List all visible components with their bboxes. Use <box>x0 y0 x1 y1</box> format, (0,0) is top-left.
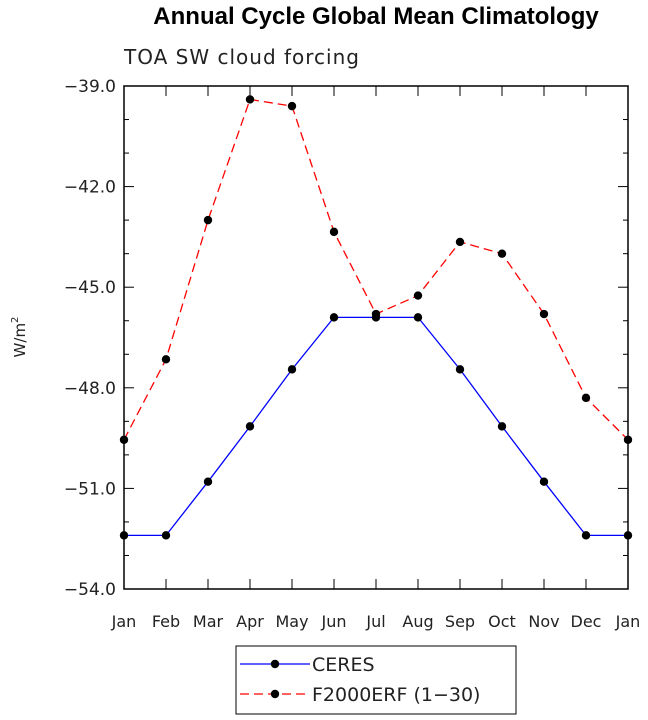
data-point-1 <box>497 249 507 258</box>
data-point-0 <box>245 422 255 431</box>
x-tick-label: Oct <box>488 612 516 631</box>
chart-subtitle: TOA SW cloud forcing <box>123 45 360 69</box>
y-tick-label: −54.0 <box>64 580 116 600</box>
x-tick-label: Dec <box>571 612 602 631</box>
y-axis-label-text: W/m <box>11 323 29 358</box>
x-tick-label: Mar <box>193 612 224 631</box>
data-point-0 <box>455 365 465 374</box>
data-point-1 <box>203 215 213 225</box>
series-line-1 <box>123 98 629 441</box>
legend-box <box>235 645 517 715</box>
data-point-0 <box>413 313 423 322</box>
data-point-1 <box>371 309 381 319</box>
legend-marker-0 <box>270 659 280 669</box>
data-point-1 <box>329 227 339 237</box>
x-tick-label: Feb <box>152 612 180 631</box>
legend-marker-1 <box>270 689 280 699</box>
data-point-0 <box>539 477 549 486</box>
data-point-1 <box>161 355 171 364</box>
svg-text:W/m2: W/m2 <box>10 317 29 358</box>
x-tick-label: Jan <box>615 612 641 631</box>
x-tick-label: Jun <box>321 612 347 631</box>
x-tick-label: Jul <box>365 612 385 631</box>
legend-label-1: F2000ERF (1−30) <box>312 684 480 706</box>
x-tick-label: Jan <box>111 612 137 631</box>
data-point-0 <box>329 313 339 322</box>
y-axis-label-superscript: 2 <box>10 317 21 323</box>
y-tick-label: −48.0 <box>64 379 116 399</box>
series-line-0 <box>124 316 628 536</box>
plot-frame <box>123 85 629 590</box>
y-tick-label: −39.0 <box>64 77 116 97</box>
data-point-0 <box>287 365 297 374</box>
data-point-0 <box>581 531 591 540</box>
data-point-0 <box>203 477 213 486</box>
y-tick-label: −51.0 <box>64 479 116 499</box>
x-tick-labels: Jan Feb Mar Apr May Jun Jul Aug Sep Oct Nov Dec Jan <box>111 612 641 631</box>
data-point-1 <box>539 309 549 319</box>
x-tick-label: Apr <box>236 612 264 631</box>
x-tick-label: Sep <box>445 612 475 631</box>
chart-title: Annual Cycle Global Mean Climatology <box>153 3 599 30</box>
legend: CERES F2000ERF (1−30) <box>235 645 517 715</box>
data-point-0 <box>161 531 171 540</box>
data-point-1 <box>455 237 465 247</box>
y-tick-labels: −39.0 −42.0 −45.0 −48.0 −51.0 −54.0 <box>64 77 116 600</box>
data-point-1 <box>287 101 297 111</box>
data-point-1 <box>245 95 255 104</box>
data-point-1 <box>581 393 591 403</box>
axis-ticks <box>123 85 629 590</box>
data-point-0 <box>497 422 507 431</box>
y-tick-label: −42.0 <box>64 178 116 198</box>
series-layer <box>119 95 633 540</box>
legend-label-0: CERES <box>312 654 375 676</box>
y-axis-label: W/m2 <box>10 317 29 358</box>
y-tick-label: −45.0 <box>64 278 116 298</box>
x-tick-label: Aug <box>402 612 433 631</box>
x-tick-label: May <box>275 612 308 631</box>
x-tick-label: Nov <box>528 612 559 631</box>
data-point-1 <box>413 291 423 300</box>
